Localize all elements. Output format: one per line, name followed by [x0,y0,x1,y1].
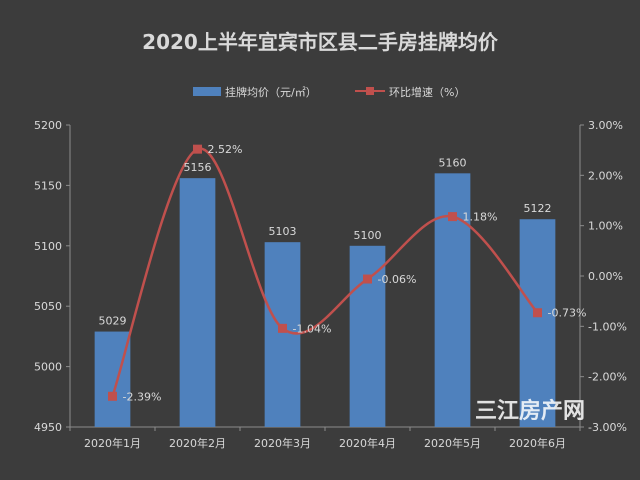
x-tick-label: 2020年6月 [509,436,566,450]
axes: 4950 5000 5050 5100 5150 5200 3.00% 2.00% 1.00% 0… [34,119,627,450]
data-labels: 5029 5156 5103 5100 5160 5122 -2.39% 2.52% -1.04… [99,143,587,403]
y-left-tick-label: 5100 [34,240,62,253]
line-point-marker [533,308,542,318]
bar [264,242,301,427]
y-left-tick-label: 5000 [34,361,62,374]
y-right-tick-label: -3.00% [588,421,627,434]
x-tick-label: 2020年4月 [339,436,396,450]
bar [179,178,216,427]
chart-title: 2020上半年宜宾市区县二手房挂牌均价 [142,30,499,54]
line-point-marker [363,274,372,284]
line-value-label: 2.52% [208,143,243,156]
bar-value-label: 5160 [439,156,467,169]
legend-swatch-bar [193,87,221,96]
bar-value-label: 5156 [184,161,212,174]
line-point-marker [278,323,287,333]
y-left-tick-label: 5050 [34,300,62,313]
y-right-tick-label: 2.00% [588,169,623,182]
bar-value-label: 5122 [524,202,552,215]
x-tick-label: 2020年1月 [84,436,141,450]
y-right-tick-label: -1.00% [588,320,627,333]
line-point-marker [448,212,457,222]
bar-value-label: 5029 [99,315,127,328]
y-left-tick-label: 5200 [34,119,62,132]
y-right-tick-label: 1.00% [588,220,623,233]
x-tick-label: 2020年5月 [424,436,481,450]
bar-value-label: 5100 [354,229,382,242]
line-value-label: -1.04% [293,322,332,335]
bar-series [94,173,556,427]
line-series [108,144,542,401]
y-right-tick-label: 0.00% [588,270,623,283]
line-value-label: -0.06% [378,273,417,286]
bar [94,331,131,427]
y-right-tick-label: 3.00% [588,119,623,132]
legend-marker-swatch [366,87,374,95]
legend-label-line: 环比增速（%） [389,85,465,99]
line-value-label: -0.73% [548,307,587,320]
y-right-tick-label: -2.00% [588,371,627,384]
line-value-label: -2.39% [123,390,162,403]
legend: 挂牌均价（元/㎡） 环比增速（%） [193,85,465,99]
line-point-marker [108,391,117,401]
line-value-label: 1.18% [463,211,498,224]
legend-label-bar: 挂牌均价（元/㎡） [225,85,317,99]
growth-rate-line [111,147,539,397]
y-left-tick-label: 4950 [34,421,62,434]
y-left-tick-label: 5150 [34,179,62,192]
x-tick-label: 2020年3月 [254,436,311,450]
watermark: 三江房产网 [475,398,585,424]
bar [519,219,556,427]
x-tick-label: 2020年2月 [169,436,226,450]
bar-value-label: 5103 [269,225,297,238]
line-point-marker [193,144,202,154]
